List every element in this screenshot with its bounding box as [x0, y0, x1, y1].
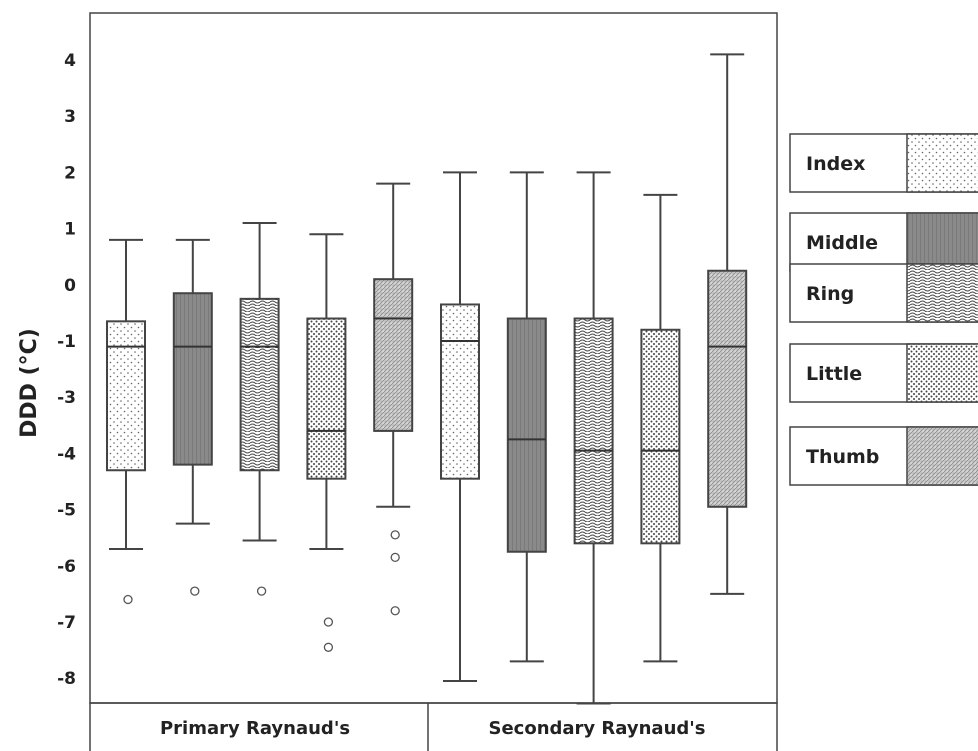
legend-label: Thumb [806, 446, 879, 468]
iqr-box [106, 320, 146, 472]
legend-swatch [906, 212, 978, 272]
box-thumb-primary [373, 182, 414, 616]
group-label-secondary: Secondary Raynaud's [488, 718, 705, 739]
iqr-box [640, 328, 681, 545]
legend-label: Index [806, 153, 865, 175]
box-ring-primary [239, 221, 280, 596]
y-tick-label: -1 [57, 332, 76, 352]
iqr-box [707, 269, 748, 508]
iqr-box [506, 317, 547, 553]
y-tick-label: -7 [57, 613, 76, 633]
outlier-point [390, 552, 400, 563]
legend-swatch [906, 133, 978, 193]
outlier-point [323, 642, 334, 652]
outlier-point [190, 586, 200, 596]
legend-entry-ring: Ring [789, 263, 978, 323]
legend-entry-thumb: Thumb [789, 426, 978, 486]
legend-entry-middle: Middle [789, 212, 978, 272]
outlier-point [390, 530, 400, 540]
box-index-primary [106, 238, 146, 605]
legend-swatch [906, 426, 978, 486]
y-tick-label: 4 [64, 51, 76, 71]
outlier-point [390, 606, 400, 616]
outlier-point [256, 586, 267, 596]
y-tick-label: 2 [64, 163, 76, 183]
box-middle-primary [172, 238, 213, 596]
y-axis-label: DDD (°C) [17, 328, 42, 438]
iqr-box [573, 317, 614, 545]
legend-entry-little: Little [789, 343, 978, 403]
iqr-box [172, 292, 213, 466]
box-middle-secondary [506, 171, 547, 663]
y-tick-label: 1 [64, 220, 76, 240]
outlier-point [123, 594, 133, 605]
iqr-box [440, 303, 480, 480]
boxes [106, 53, 748, 705]
legend-swatch [906, 343, 978, 403]
y-tick-label: -6 [57, 557, 76, 577]
legend: Index Middle Ring Little Thumb [789, 133, 978, 486]
y-axis-ticks: 4 3 2 1 0 -1 -3 -4 -5 -6 -7 -8 [57, 51, 76, 689]
y-tick-label: 0 [64, 276, 76, 296]
box-ring-secondary [573, 171, 614, 705]
outlier-point [323, 617, 334, 627]
box-thumb-secondary [707, 53, 748, 595]
box-index-secondary [440, 171, 480, 683]
y-tick-label: -3 [57, 388, 76, 408]
box-little-secondary [640, 193, 681, 663]
legend-entry-index: Index [789, 133, 978, 193]
y-tick-label: -4 [57, 444, 76, 464]
y-tick-label: 3 [64, 107, 76, 127]
legend-label: Little [806, 363, 862, 385]
box-little-primary [306, 233, 347, 652]
y-tick-label: -8 [57, 669, 76, 689]
y-tick-label: -5 [57, 501, 76, 521]
legend-label: Ring [806, 283, 854, 305]
legend-label: Middle [806, 232, 878, 254]
group-label-band [89, 702, 778, 751]
iqr-box [239, 297, 280, 472]
group-label-primary: Primary Raynaud's [160, 718, 350, 739]
iqr-box [306, 317, 347, 480]
iqr-box [373, 278, 414, 432]
legend-swatch [906, 263, 978, 323]
